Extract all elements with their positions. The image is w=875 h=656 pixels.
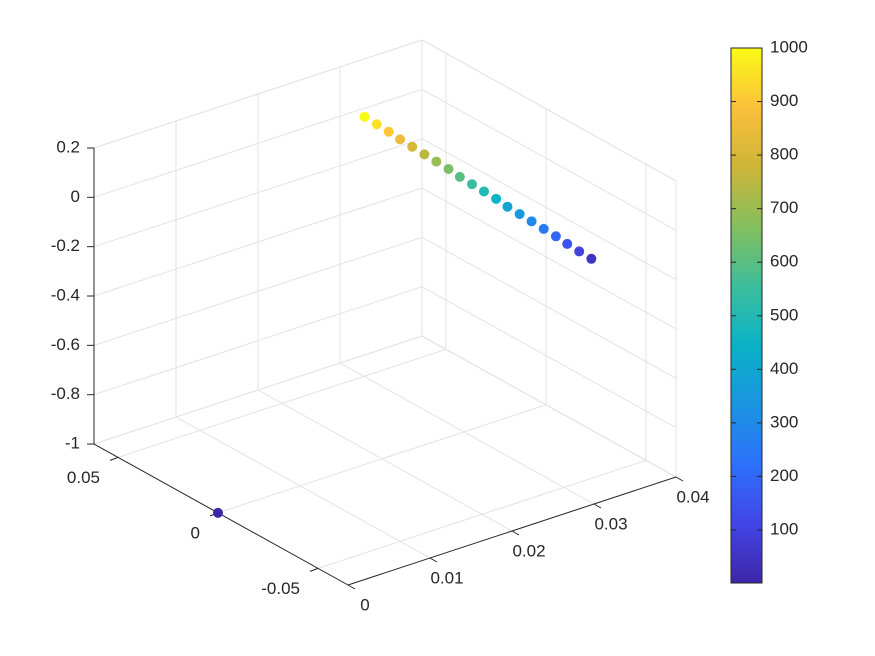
point: [574, 246, 585, 257]
y-tick-label: 0.05: [67, 468, 100, 487]
grid-line: [421, 286, 677, 429]
x-tick: [429, 557, 438, 563]
x-tick: [675, 476, 684, 482]
point: [213, 507, 223, 518]
grid-line: [421, 187, 677, 330]
grid-line: [93, 236, 423, 346]
colorbar-tick-label: 900: [770, 91, 798, 110]
grid-line: [93, 39, 423, 149]
colorbar-tick-label: 600: [770, 252, 798, 271]
x-tick-label: 0.04: [676, 487, 709, 506]
colorbar-tick-label: 200: [770, 466, 798, 485]
colorbar-tick-label: 400: [770, 359, 798, 378]
point: [443, 163, 454, 174]
z-tick-label: 0: [71, 187, 80, 206]
x-tick: [593, 503, 602, 509]
z-tick-label: -0.8: [51, 384, 80, 403]
point: [467, 179, 477, 190]
grid-line: [93, 187, 423, 297]
grid-line: [175, 416, 431, 559]
x-tick: [347, 584, 356, 590]
point: [431, 156, 442, 167]
grid-line: [217, 404, 547, 514]
x-tick-label: 0.02: [512, 541, 545, 560]
grid-line: [339, 362, 595, 505]
point: [359, 111, 370, 122]
z-tick-label: -0.6: [51, 335, 80, 354]
z-tick-label: -0.4: [51, 285, 80, 304]
point: [514, 209, 525, 220]
grid-line: [421, 236, 677, 379]
point: [562, 238, 573, 249]
z-tick-label: -1: [65, 434, 80, 453]
y-tick: [309, 567, 319, 572]
x-tick: [511, 530, 520, 536]
point: [538, 223, 549, 234]
x-tick-label: 0.01: [430, 568, 463, 587]
colorbar-tick-label: 300: [770, 412, 798, 431]
grid-line: [93, 335, 423, 445]
grid-line: [93, 138, 423, 248]
x-tick-label: 0.03: [594, 514, 627, 533]
grid-line: [257, 389, 513, 532]
point: [407, 141, 418, 152]
colorbar-tick-label: 100: [770, 519, 798, 538]
colorbar-tick-label: 500: [770, 305, 798, 324]
colorbar-tick-label: 700: [770, 198, 798, 217]
point: [478, 186, 489, 197]
grid-line: [421, 138, 677, 281]
z-tick-label: -0.2: [51, 236, 80, 255]
point: [550, 231, 561, 242]
colorbar: [730, 47, 763, 584]
colorbar-tick-label: 800: [770, 145, 798, 164]
grid-line: [317, 459, 647, 569]
point: [586, 253, 597, 264]
grid-line: [93, 286, 423, 396]
point: [383, 126, 394, 137]
grid-line: [117, 348, 447, 458]
point: [454, 171, 465, 182]
grid-line: [93, 88, 423, 198]
grid-line: [421, 39, 677, 182]
colorbar-tick-label: 1000: [770, 37, 808, 56]
point: [491, 193, 502, 204]
grid-line: [421, 88, 677, 231]
x-tick-label: 0: [360, 595, 369, 614]
grid-line: [421, 335, 677, 478]
point: [371, 119, 382, 130]
point: [526, 216, 537, 227]
point: [502, 201, 513, 212]
point: [395, 134, 406, 145]
z-tick-label: 0.2: [56, 137, 80, 156]
y-tick-label: -0.05: [261, 579, 300, 598]
y-tick: [109, 456, 119, 461]
y-tick-label: 0: [191, 523, 200, 542]
point: [419, 149, 430, 160]
